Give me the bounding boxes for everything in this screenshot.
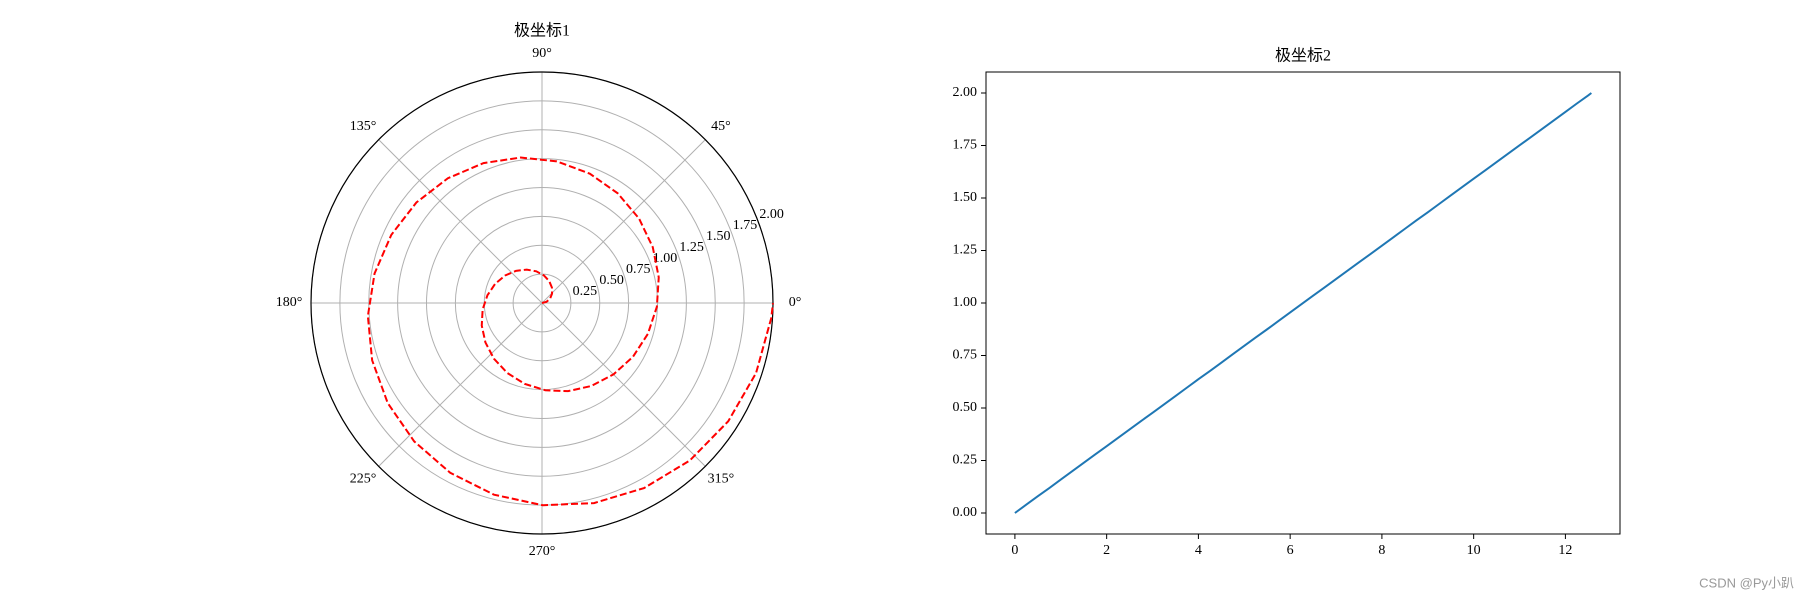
r-tick-label: 1.25 bbox=[679, 240, 704, 255]
chart-title: 极坐标2 bbox=[1275, 47, 1331, 65]
polar-spine bbox=[310, 71, 774, 535]
r-tick-label: 1.50 bbox=[706, 229, 731, 244]
axes-frame bbox=[985, 71, 1621, 535]
x-tick-label: 12 bbox=[1558, 543, 1572, 558]
y-tick-label: 0.50 bbox=[953, 400, 978, 415]
x-tick-label: 0 bbox=[1011, 543, 1018, 558]
y-tick-label: 0.00 bbox=[953, 505, 978, 520]
spiral-line bbox=[366, 156, 774, 507]
angle-tick-label: 270° bbox=[529, 544, 556, 559]
angle-tick-label: 315° bbox=[708, 471, 735, 486]
y-tick-label: 1.25 bbox=[953, 243, 978, 258]
y-tick-label: 0.25 bbox=[953, 453, 978, 468]
angle-tick-label: 0° bbox=[789, 295, 802, 310]
r-tick-label: 0.25 bbox=[573, 284, 598, 299]
radial-grid-line bbox=[368, 129, 716, 477]
y-tick-label: 1.00 bbox=[953, 295, 978, 310]
y-tick-label: 1.50 bbox=[953, 190, 978, 205]
radial-grid-line bbox=[512, 273, 572, 333]
radial-grid-line bbox=[454, 215, 630, 391]
x-tick-label: 4 bbox=[1195, 543, 1202, 558]
y-tick-label: 1.75 bbox=[953, 138, 978, 153]
chart-title: 极坐标1 bbox=[514, 22, 570, 40]
x-tick-label: 8 bbox=[1378, 543, 1385, 558]
angle-tick-label: 225° bbox=[350, 471, 377, 486]
line bbox=[1014, 92, 1592, 514]
angle-tick-label: 90° bbox=[532, 46, 552, 61]
r-tick-label: 0.75 bbox=[626, 262, 651, 277]
r-tick-label: 2.00 bbox=[759, 207, 784, 222]
r-tick-label: 1.75 bbox=[733, 218, 758, 233]
angle-tick-label: 45° bbox=[711, 119, 731, 134]
r-tick-label: 1.00 bbox=[653, 251, 678, 266]
x-tick-label: 6 bbox=[1287, 543, 1294, 558]
radial-grid-line bbox=[397, 158, 687, 448]
angle-tick-label: 180° bbox=[276, 295, 303, 310]
r-tick-label: 0.50 bbox=[599, 273, 624, 288]
radial-grid-line bbox=[426, 187, 658, 419]
y-tick-label: 0.75 bbox=[953, 348, 978, 363]
x-tick-label: 2 bbox=[1103, 543, 1110, 558]
watermark: CSDN @Py小趴 bbox=[1699, 575, 1794, 590]
angle-tick-label: 135° bbox=[350, 119, 377, 134]
x-tick-label: 10 bbox=[1467, 543, 1481, 558]
y-tick-label: 2.00 bbox=[953, 85, 978, 100]
